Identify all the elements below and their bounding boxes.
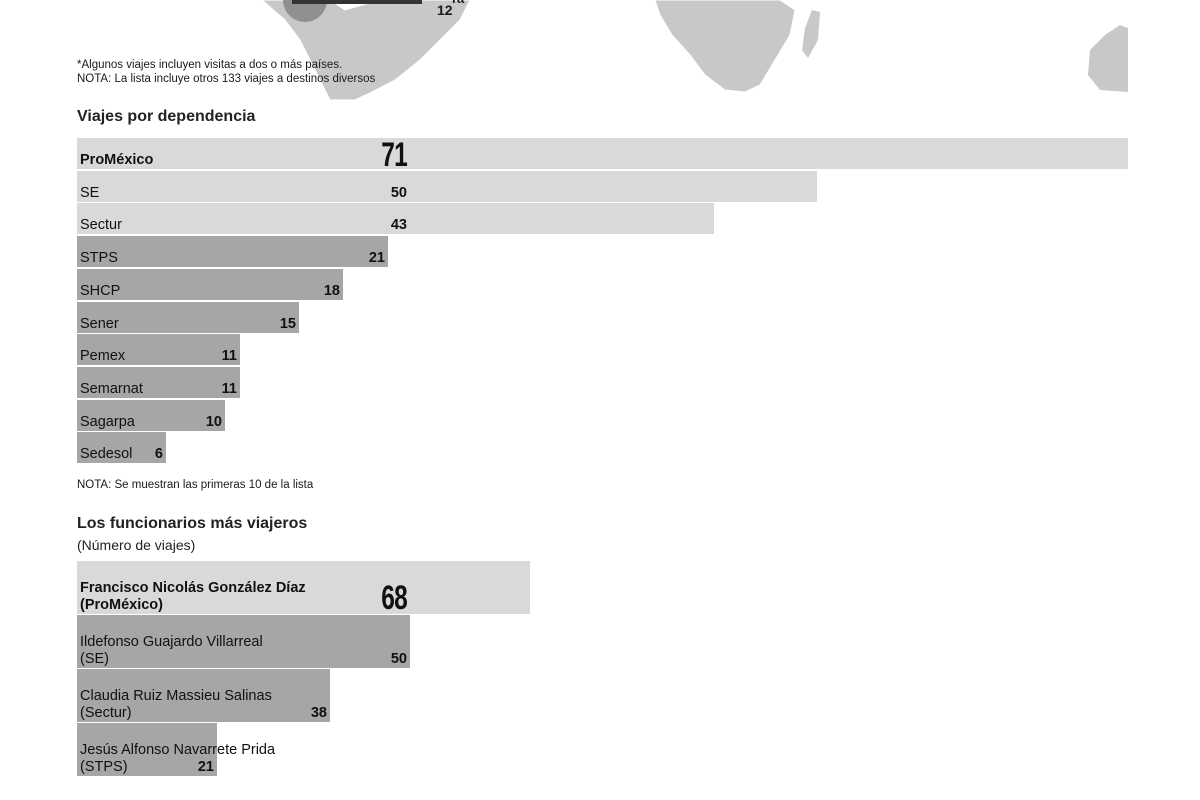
funcionario-dependencia-line: (Sectur) <box>80 705 132 721</box>
map-australia <box>1088 25 1128 92</box>
funcionarios-title: Los funcionarios más viajeros <box>77 515 308 532</box>
funcionario-name-line: Francisco Nicolás González Díaz <box>80 580 306 596</box>
dependencia-bar <box>77 367 240 398</box>
funcionarios-subtitle: (Número de viajes) <box>77 537 196 553</box>
dependencias-note: NOTA: Se muestran las primeras 10 de la … <box>77 479 314 491</box>
funcionario-name-line: Jesús Alfonso Navarrete Prida <box>80 742 276 758</box>
dependencia-bar <box>77 432 166 463</box>
funcionario-bar <box>77 561 530 614</box>
dependencia-value: 11 <box>221 348 237 364</box>
map-note: NOTA: La lista incluye otros 133 viajes … <box>77 73 376 85</box>
dependencia-value: 11 <box>221 381 237 397</box>
funcionario-name: Francisco Nicolás González Díaz (ProMéxic… <box>80 580 306 614</box>
funcionario-name-line: Ildefonso Guajardo Villarreal <box>80 634 263 650</box>
map-value-label: 12 <box>437 2 453 18</box>
dependencia-label: SHCP <box>80 283 121 299</box>
dependencia-label: Pemex <box>80 348 126 364</box>
funcionario-name: Ildefonso Guajardo Villarreal (SE) <box>80 634 263 668</box>
map-highlight-bar <box>292 0 422 4</box>
map-svg <box>261 0 1128 100</box>
dependencia-value: 50 <box>390 185 407 201</box>
map-africa <box>654 0 796 93</box>
map-footnote: *Algunos viajes incluyen visitas a dos o… <box>77 59 343 71</box>
dependencia-label: Semarnat <box>80 381 143 397</box>
funcionario-bar <box>77 723 217 776</box>
dependencia-label: Sectur <box>80 217 122 233</box>
funcionario-dependencia-line: (SE) <box>80 651 109 667</box>
dependencia-label: STPS <box>80 250 118 266</box>
dependencia-value: 10 <box>205 414 222 430</box>
dependencia-bar <box>77 269 343 300</box>
dependencia-value: 6 <box>154 446 163 462</box>
funcionario-value: 38 <box>310 705 327 721</box>
dependencia-bar <box>77 302 299 333</box>
dependencia-label: Sener <box>80 316 119 332</box>
funcionario-dependencia-line: (STPS) <box>80 759 128 775</box>
funcionario-value: 21 <box>197 759 214 775</box>
dependencia-bar <box>77 334 240 365</box>
funcionario-value: 50 <box>390 651 407 667</box>
dependencia-value: 18 <box>323 283 340 299</box>
dependencia-label: Sagarpa <box>80 414 135 430</box>
funcionario-bar <box>77 669 330 722</box>
dependencia-bar <box>77 400 225 431</box>
map-fragment-label: ra <box>452 0 464 6</box>
funcionario-name-line: Claudia Ruiz Massieu Salinas <box>80 688 272 704</box>
dependencia-bar <box>77 138 1128 169</box>
funcionario-dependencia-line: (ProMéxico) <box>80 597 163 613</box>
world-map-fragment: 12 ra <box>0 0 1200 100</box>
map-highlight-circle <box>283 0 327 22</box>
dependencia-label: SE <box>80 185 100 201</box>
dependencia-value: 43 <box>390 217 407 233</box>
funcionario-name: Jesús Alfonso Navarrete Prida (STPS) <box>80 742 275 776</box>
funcionario-name: Claudia Ruiz Massieu Salinas (Sectur) <box>80 688 272 722</box>
dependencia-label: ProMéxico <box>80 152 154 168</box>
dependencia-bar <box>77 171 817 202</box>
dependencia-value: 71 <box>381 136 408 174</box>
funcionario-bar <box>77 615 410 668</box>
dependencia-value: 15 <box>279 316 296 332</box>
funcionario-value: 68 <box>381 579 408 617</box>
dependencias-title: Viajes por dependencia <box>77 108 256 125</box>
dependencia-bar <box>77 236 388 267</box>
map-madagascar <box>802 10 820 58</box>
dependencia-bar <box>77 203 714 234</box>
dependencia-label: Sedesol <box>80 446 133 462</box>
dependencia-value: 21 <box>368 250 385 266</box>
